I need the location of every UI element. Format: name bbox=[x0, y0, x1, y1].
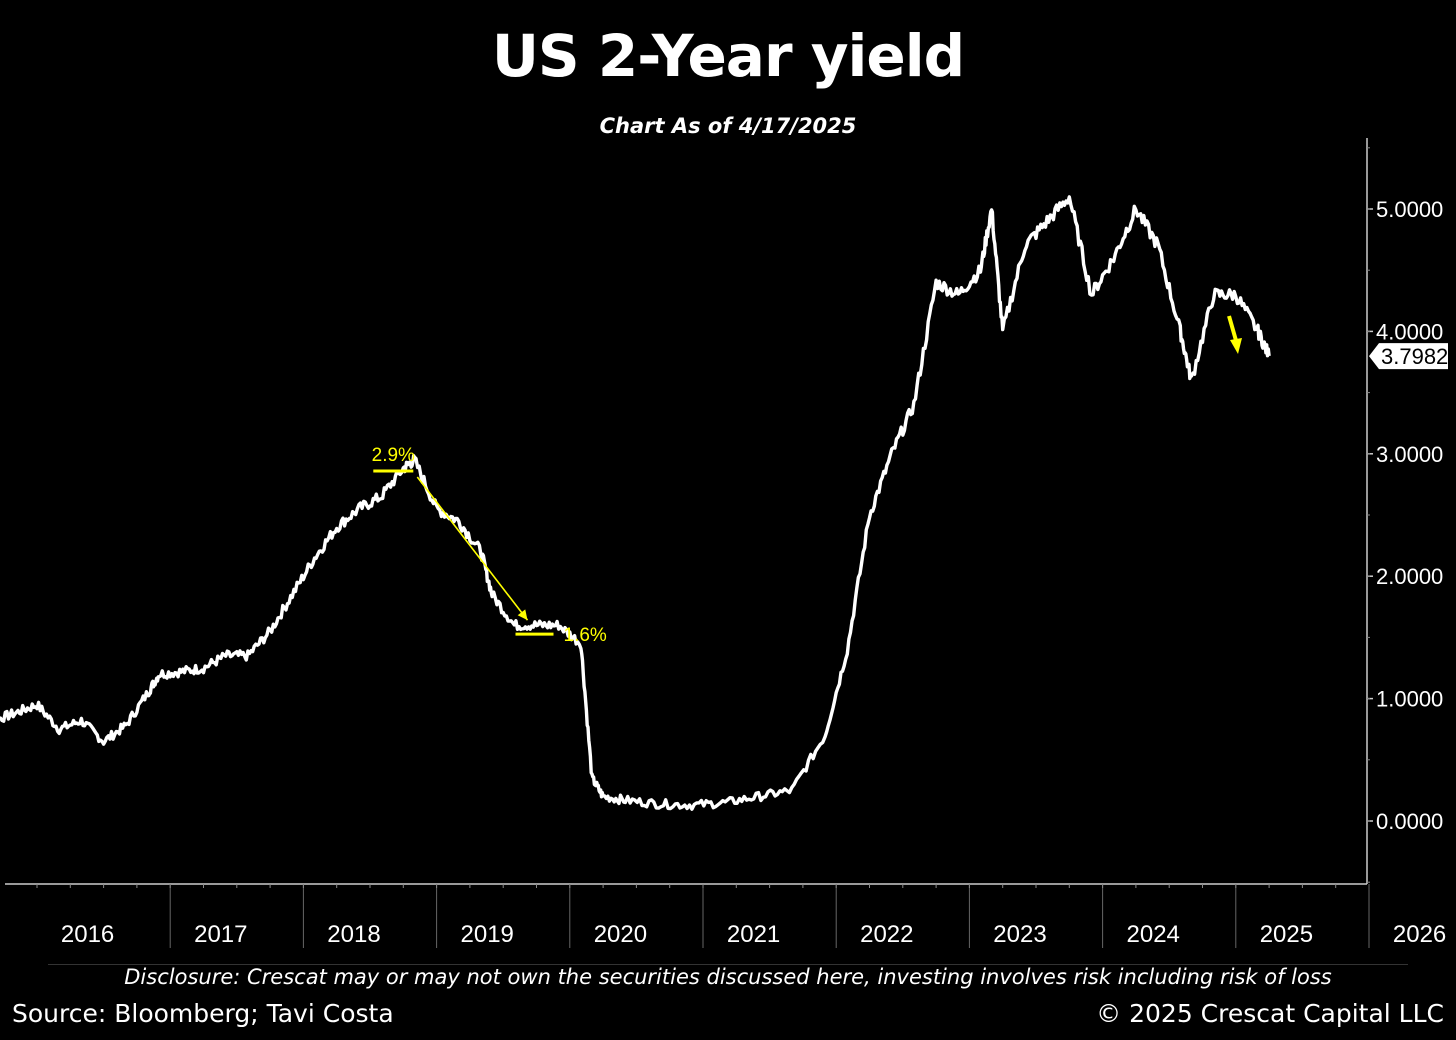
x-tick-label: 2022 bbox=[860, 921, 913, 948]
annotation-peak-label: 2.9% bbox=[372, 445, 415, 466]
y-tick-label: 1.0000 bbox=[1376, 687, 1443, 712]
y-tick-label: 0.0000 bbox=[1376, 809, 1443, 834]
x-tick-label: 2016 bbox=[61, 921, 114, 948]
x-tick-label: 2025 bbox=[1260, 921, 1313, 948]
x-tick-label: 2023 bbox=[993, 921, 1046, 948]
last-value-label: 3.7982 bbox=[1381, 344, 1448, 369]
x-tick-label: 2020 bbox=[594, 921, 647, 948]
disclosure-text: Disclosure: Crescat may or may not own t… bbox=[48, 964, 1408, 989]
y-tick-label: 3.0000 bbox=[1376, 442, 1443, 467]
x-tick-label: 2024 bbox=[1127, 921, 1180, 948]
x-tick-label: 2026 bbox=[1393, 921, 1446, 948]
y-tick-label: 4.0000 bbox=[1376, 319, 1443, 344]
annotation-low-label: 1.6% bbox=[564, 625, 607, 646]
x-tick-label: 2018 bbox=[327, 921, 380, 948]
chart-canvas: 0.0000 1.0000 2.0000 3.0000 4.0000 5.0000 2016… bbox=[0, 138, 1448, 948]
x-tick-label: 2021 bbox=[727, 921, 780, 948]
copyright-text: © 2025 Crescat Capital LLC bbox=[1096, 999, 1444, 1028]
chart-title: US 2-Year yield bbox=[491, 22, 965, 90]
source-text: Source: Bloomberg; Tavi Costa bbox=[12, 999, 394, 1028]
x-tick-label: 2019 bbox=[461, 921, 514, 948]
y-tick-label: 2.0000 bbox=[1376, 564, 1443, 589]
x-tick-label: 2017 bbox=[194, 921, 247, 948]
series-line-0 bbox=[0, 195, 1271, 811]
annotation-trend-arrowhead bbox=[517, 609, 528, 621]
chart-subtitle: Chart As of 4/17/2025 bbox=[599, 114, 857, 138]
down-arrow-head bbox=[1230, 338, 1242, 354]
last-value-badge bbox=[1369, 343, 1448, 370]
y-tick-label: 5.0000 bbox=[1376, 197, 1443, 222]
annotation-trend-arrow bbox=[416, 476, 529, 621]
